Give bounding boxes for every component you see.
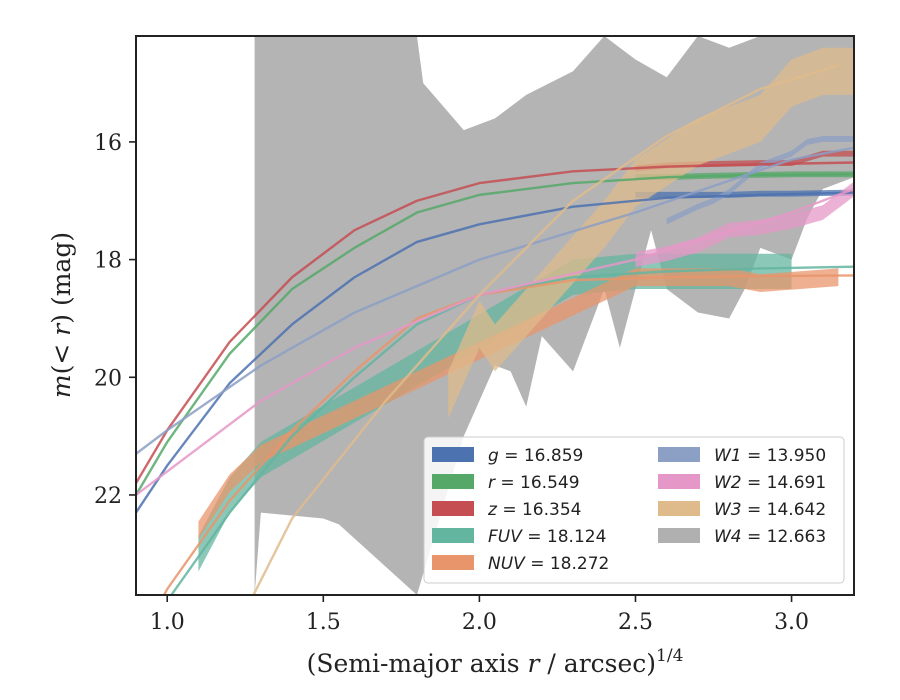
x-tick-label-2: 2.0 (462, 610, 497, 635)
legend-label-w2: W2 = 14.691 (714, 473, 826, 493)
x-tick-label-1: 1.5 (306, 610, 341, 635)
series-w1-band (666, 136, 854, 225)
legend-label-w3: W3 = 14.642 (714, 500, 826, 520)
legend-swatch-nuv (432, 555, 474, 570)
legend-swatch-z (432, 501, 474, 516)
legend-label-fuv: FUV = 18.124 (488, 527, 606, 547)
legend-swatch-w3 (658, 501, 700, 516)
y-tick-label-1: 18 (94, 249, 122, 274)
series-g-band (635, 189, 854, 198)
series-w3-band (448, 47, 854, 419)
x-tick-label-0: 1.0 (150, 610, 185, 635)
legend-swatch-g (432, 447, 474, 462)
plot-area (136, 36, 854, 595)
legend-swatch-w4 (658, 528, 700, 543)
x-axis-label: (Semi-major axis r / arcsec)1/4 (307, 646, 684, 678)
legend-swatch-fuv (432, 528, 474, 543)
y-tick-label-0: 16 (94, 131, 122, 156)
y-axis-label: m(< r) (mag) (47, 232, 76, 398)
axes-frame (135, 35, 855, 596)
legend-label-w1: W1 = 13.950 (714, 446, 826, 466)
legend-label-nuv: NUV = 18.272 (488, 554, 609, 574)
series-r-curve (136, 173, 854, 496)
x-tick-label-3: 2.5 (618, 610, 653, 635)
legend: g = 16.859 r = 16.549 z = 16.354 FUV = 18.1… (423, 436, 845, 584)
legend-swatch-w1 (658, 447, 700, 462)
x-tick-label-4: 3.0 (774, 610, 809, 635)
series-w2-curve (136, 187, 854, 496)
legend-box (423, 436, 845, 584)
y-tick-label-2: 20 (94, 366, 122, 391)
series-nuv-curve (162, 274, 854, 595)
legend-label-g: g = 16.859 (488, 446, 583, 466)
series-w2-band (635, 181, 854, 267)
series-z-curve (136, 161, 854, 484)
series-w1-curve (136, 146, 854, 455)
y-axis-ticks: 16 18 20 22 (94, 131, 136, 509)
legend-swatch-r (432, 474, 474, 489)
series-fuv-curve (169, 265, 854, 595)
legend-label-r: r = 16.549 (488, 473, 580, 493)
series-g-curve (136, 191, 854, 514)
legend-label-z: z = 16.354 (487, 500, 581, 520)
series-w3-curve (252, 64, 839, 595)
y-tick-label-3: 22 (94, 484, 122, 509)
legend-label-w4: W4 = 12.663 (714, 527, 826, 547)
x-axis-ticks: 1.0 1.5 2.0 2.5 3.0 (150, 595, 809, 635)
legend-swatch-w2 (658, 474, 700, 489)
